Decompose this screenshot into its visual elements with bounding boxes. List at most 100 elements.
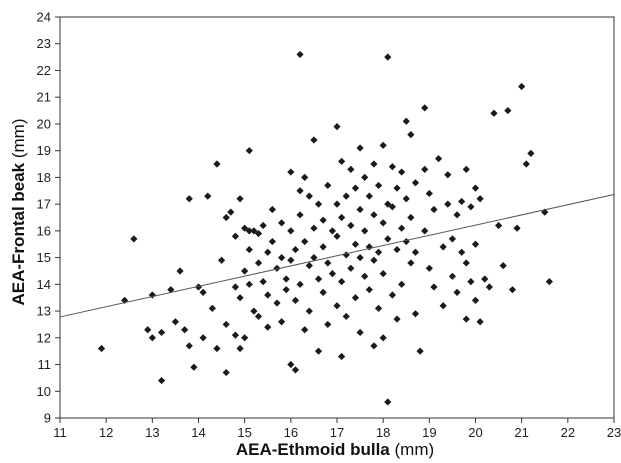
data-point bbox=[305, 262, 313, 270]
data-point bbox=[361, 272, 369, 280]
y-axis-title: AEA-Frontal beak (mm) bbox=[9, 118, 28, 305]
data-point bbox=[254, 259, 263, 267]
data-point bbox=[393, 315, 401, 323]
data-point bbox=[319, 288, 327, 296]
data-point bbox=[236, 294, 244, 302]
data-point bbox=[264, 323, 272, 331]
data-point bbox=[264, 248, 272, 256]
data-point bbox=[351, 294, 360, 302]
data-point bbox=[245, 147, 253, 155]
data-point bbox=[467, 278, 475, 286]
x-tick-label: 23 bbox=[607, 425, 621, 440]
data-point bbox=[402, 237, 410, 246]
data-point bbox=[462, 259, 470, 267]
data-point bbox=[167, 286, 175, 294]
data-point bbox=[356, 205, 364, 214]
data-point bbox=[421, 227, 429, 235]
x-tick-label: 17 bbox=[330, 425, 344, 440]
data-point bbox=[361, 173, 369, 181]
data-point bbox=[278, 219, 286, 227]
data-point bbox=[305, 192, 313, 200]
data-point bbox=[268, 205, 276, 214]
y-tick-label: 23 bbox=[37, 36, 51, 51]
data-point bbox=[241, 267, 249, 275]
data-point bbox=[338, 157, 346, 165]
data-point bbox=[425, 264, 433, 272]
data-point bbox=[241, 334, 249, 342]
data-point bbox=[296, 211, 304, 219]
data-point bbox=[324, 320, 332, 329]
data-point bbox=[231, 232, 240, 240]
data-point bbox=[485, 283, 493, 291]
trendline-group bbox=[59, 194, 615, 318]
x-tick-label: 19 bbox=[422, 425, 436, 440]
data-point bbox=[296, 50, 304, 59]
y-tick-label: 16 bbox=[37, 223, 51, 238]
data-point bbox=[301, 326, 309, 334]
x-tick-label: 12 bbox=[99, 425, 113, 440]
data-point bbox=[411, 310, 420, 318]
data-points bbox=[97, 50, 553, 406]
data-point bbox=[282, 286, 290, 294]
data-point bbox=[379, 141, 387, 149]
x-tick-label: 21 bbox=[514, 425, 528, 440]
data-point bbox=[204, 192, 212, 200]
data-point bbox=[351, 240, 360, 248]
y-tick-label: 13 bbox=[37, 304, 51, 319]
data-point bbox=[194, 283, 203, 291]
data-point bbox=[199, 334, 207, 342]
y-tick-label: 17 bbox=[37, 197, 51, 212]
data-point bbox=[121, 296, 129, 304]
plot-border bbox=[59, 16, 615, 419]
data-point bbox=[217, 256, 226, 264]
data-point bbox=[236, 344, 244, 353]
data-point bbox=[444, 171, 452, 179]
data-point bbox=[278, 254, 286, 262]
data-point bbox=[97, 344, 106, 353]
data-point bbox=[254, 229, 263, 238]
data-point bbox=[338, 213, 346, 222]
y-axis-title-unit: (mm) bbox=[9, 118, 28, 162]
data-point bbox=[374, 304, 383, 312]
data-point bbox=[171, 318, 180, 326]
data-point bbox=[264, 291, 272, 299]
data-point bbox=[458, 248, 466, 256]
data-point bbox=[384, 53, 392, 61]
data-point bbox=[148, 334, 156, 342]
plot-frame bbox=[59, 16, 615, 419]
data-point bbox=[439, 243, 447, 251]
data-point bbox=[157, 328, 166, 337]
data-point bbox=[434, 155, 443, 163]
data-point bbox=[407, 259, 415, 267]
x-axis-ticks: 11 12 13 14 15 16 17 18 19 20 21 22 23 bbox=[53, 418, 621, 440]
data-point bbox=[393, 245, 401, 254]
data-point bbox=[324, 181, 332, 190]
data-point bbox=[333, 232, 341, 240]
data-point bbox=[333, 200, 341, 208]
data-point bbox=[236, 195, 244, 203]
data-point bbox=[393, 184, 401, 192]
data-point bbox=[522, 160, 530, 168]
data-point bbox=[190, 363, 198, 371]
data-point bbox=[407, 131, 415, 139]
y-tick-label: 9 bbox=[44, 411, 51, 426]
data-point bbox=[291, 296, 300, 304]
x-tick-label: 11 bbox=[53, 425, 67, 440]
x-axis-title-main: AEA-Ethmoid bulla bbox=[236, 440, 390, 459]
y-axis-ticks: 9 10 11 12 13 14 15 16 17 18 19 20 21 22 23 24 bbox=[37, 10, 60, 426]
y-tick-label: 10 bbox=[37, 384, 51, 399]
data-point bbox=[384, 235, 392, 243]
y-tick-label: 11 bbox=[38, 357, 52, 372]
data-point bbox=[365, 286, 373, 294]
x-tick-label: 18 bbox=[376, 425, 390, 440]
data-point bbox=[545, 278, 553, 286]
data-point bbox=[471, 240, 480, 248]
data-point bbox=[241, 224, 249, 232]
data-point bbox=[499, 262, 507, 270]
data-point bbox=[338, 278, 346, 286]
data-point bbox=[181, 326, 189, 334]
data-point bbox=[328, 270, 336, 278]
data-point bbox=[476, 318, 484, 326]
data-point bbox=[213, 344, 221, 353]
data-point bbox=[291, 245, 300, 254]
